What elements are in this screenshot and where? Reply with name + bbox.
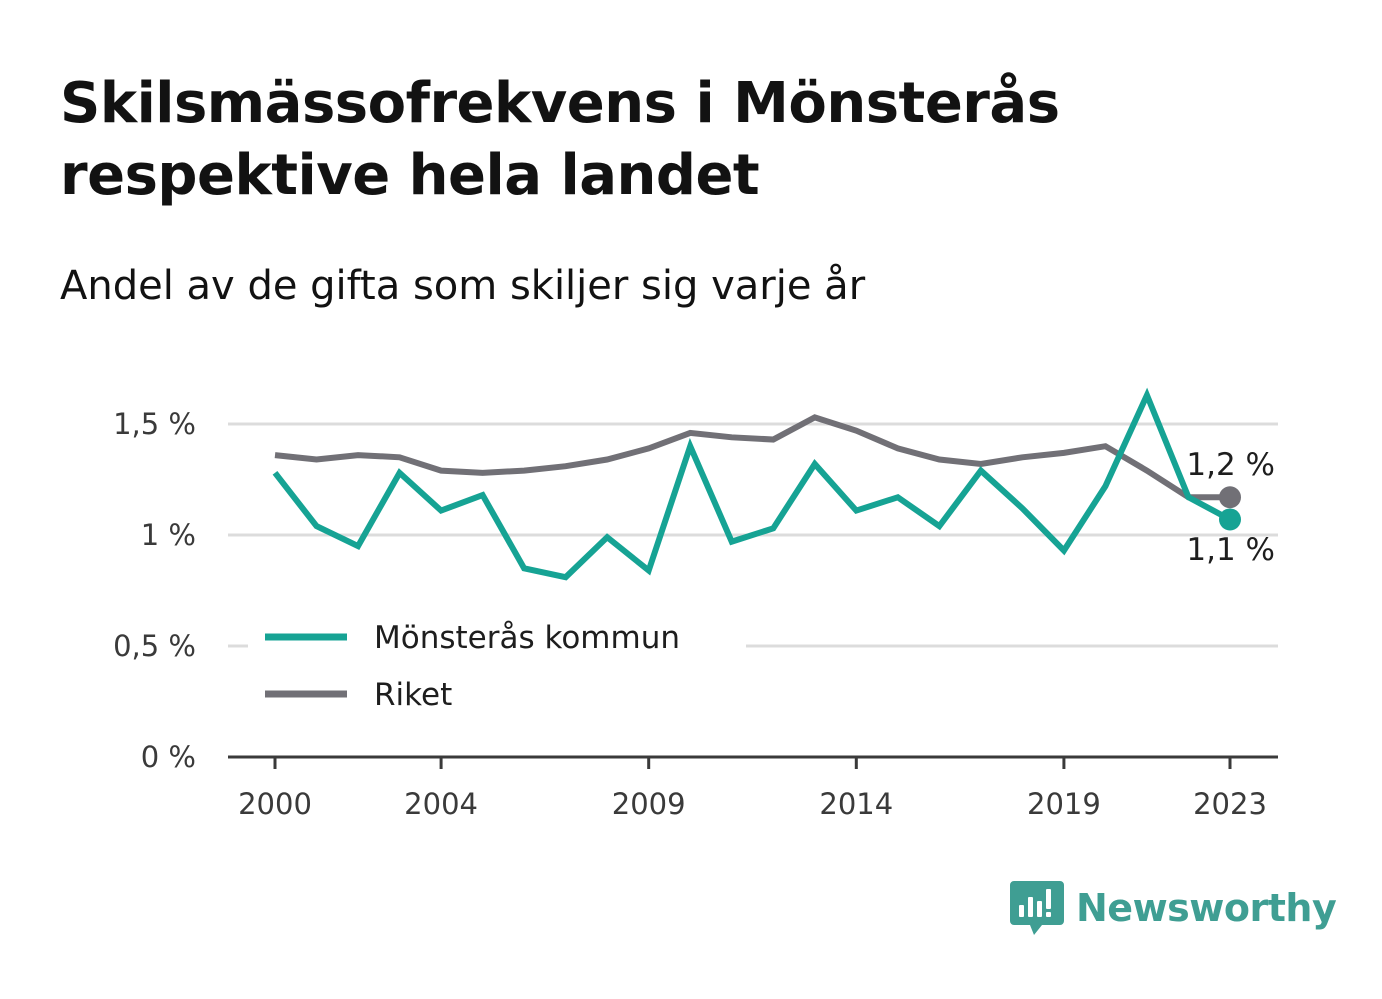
x-tick-label: 2009 [612, 787, 686, 821]
end-label-riket: 1,2 % [1186, 447, 1275, 483]
legend: Mönsterås kommun Riket [248, 608, 746, 720]
newsworthy-logo-icon [1010, 881, 1064, 935]
x-axis: 2000 2004 2009 2014 2019 2023 [228, 755, 1278, 821]
x-tick-label: 2000 [238, 787, 312, 821]
series-line-riket [274, 414, 1230, 501]
chart-title: Skilsmässofrekvens i Mönsterås respektiv… [60, 71, 1060, 208]
series-lines [272, 387, 1241, 581]
end-point-riket [1219, 486, 1241, 509]
x-tick-label: 2023 [1193, 787, 1267, 821]
chart-subtitle: Andel av de gifta som skiljer sig varje … [60, 263, 866, 309]
y-tick-label: 0,5 % [113, 629, 196, 663]
x-tick-label: 2004 [404, 787, 478, 821]
end-point-monsteras [1219, 508, 1241, 531]
end-labels: 1,2 % 1,1 % [1186, 447, 1275, 568]
brand-name: Newsworthy [1076, 886, 1337, 930]
y-tick-label: 0 % [141, 740, 196, 774]
legend-background [248, 608, 746, 720]
brand: Newsworthy [1010, 878, 1337, 938]
y-axis-ticks: 0 % 0,5 % 1 % 1,5 % [113, 407, 196, 774]
x-tick-label: 2019 [1027, 787, 1101, 821]
series-line-monsteras [272, 387, 1232, 581]
legend-label: Riket [374, 677, 452, 713]
x-tick-label: 2014 [819, 787, 893, 821]
legend-label: Mönsterås kommun [374, 620, 680, 656]
end-label-monsteras: 1,1 % [1186, 532, 1275, 568]
y-tick-label: 1 % [141, 518, 196, 552]
y-tick-label: 1,5 % [113, 407, 196, 441]
